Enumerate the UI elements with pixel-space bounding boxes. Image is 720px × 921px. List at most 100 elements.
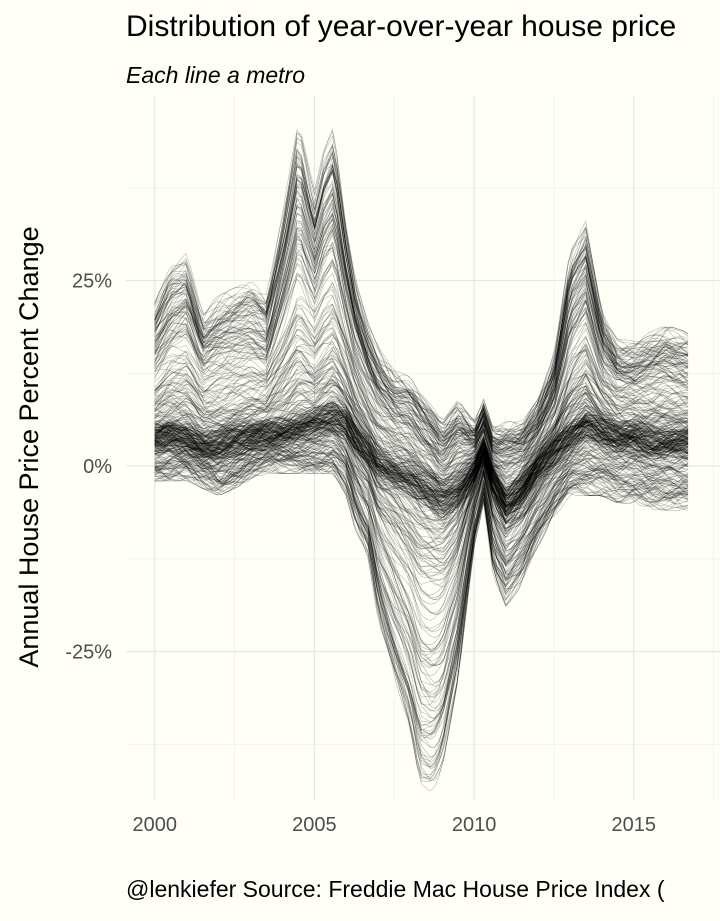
metro-line [154,415,689,512]
metro-line [154,439,689,683]
metro-line [154,145,689,443]
metro-line [154,409,689,508]
metro-line [154,334,689,484]
metro-line [154,352,689,487]
metro-line [154,404,689,521]
metro-line [154,406,689,522]
metro-line [154,456,689,768]
metro-line [154,413,689,530]
metro-line [154,229,689,471]
metro-line [154,437,689,712]
metro-line [154,450,689,732]
metro-line [154,417,689,520]
metro-line [154,414,689,515]
metro-line [154,366,689,496]
metro-line [154,186,689,453]
metro-line [154,409,689,512]
metro-line [154,439,689,686]
metro-line [154,382,689,500]
metro-line [154,410,689,517]
metro-line [154,186,689,453]
metro-line [154,402,689,524]
metro-line [154,419,689,513]
metro-line [154,334,689,494]
chart-subtitle: Each line a metro [126,62,305,88]
metro-line [154,223,689,458]
metro-line [154,408,689,519]
metro-line [154,453,689,698]
metro-line [154,422,689,576]
metro-line [154,396,689,509]
metro-line [154,416,689,528]
metro-line [154,361,689,496]
metro-line [154,413,689,515]
metro-line [154,442,689,712]
metro-line [154,411,689,513]
metro-line [154,403,689,501]
y-tick-label: -25% [65,642,112,664]
x-tick-label: 2015 [612,814,657,836]
metro-line [154,198,689,446]
metro-line [154,380,689,490]
metro-line [154,414,689,518]
metro-line [154,418,689,546]
metro-line [154,411,689,507]
metro-line [154,168,689,446]
metro-line [154,417,689,510]
metro-line [154,409,689,509]
metro-line [154,417,689,513]
metro-line [154,430,689,614]
metro-line [154,420,689,508]
metro-line [154,420,689,523]
metro-line [154,143,689,452]
metro-line [154,423,689,585]
metro-line [154,436,689,639]
metro-line [154,413,689,507]
metro-line [154,426,689,570]
metro-line [154,413,689,517]
metro-line [154,347,689,497]
metro-line [154,417,689,531]
metro-line [154,462,689,782]
metro-line [154,418,689,596]
metro-line [154,400,689,509]
metro-line [154,426,689,576]
metro-line [154,380,689,493]
metro-line [154,439,689,696]
metro-line [154,376,689,509]
metro-line [154,444,689,668]
metro-line [154,416,689,561]
metro-line [154,377,689,498]
metro-line [154,261,689,470]
metro-line [154,219,689,459]
metro-line [154,405,689,526]
x-tick-label: 2000 [132,814,177,836]
metro-line [154,412,689,503]
metro-line [154,419,689,576]
metro-line [154,455,689,776]
metro-line [154,379,689,508]
metro-line [154,409,689,511]
metro-line [154,421,689,572]
metro-line [154,439,689,666]
metro-line [154,431,689,601]
metro-line [154,401,689,505]
metro-line [154,153,689,445]
metro-line [154,457,689,768]
metro-line [154,149,689,441]
metro-line [154,132,689,442]
metro-line [154,289,689,470]
metro-line [154,412,689,513]
metro-line [154,437,689,704]
metro-line [154,412,689,513]
metro-line [154,206,689,456]
metro-line [154,419,689,605]
metro-line [154,303,689,487]
metro-line [154,384,689,512]
metro-line [154,407,689,508]
metro-line [154,314,689,483]
metro-line [154,165,689,449]
metro-line [154,206,689,452]
metro-line [154,407,689,509]
chart-caption: @lenkiefer Source: Freddie Mac House Pri… [126,876,665,902]
